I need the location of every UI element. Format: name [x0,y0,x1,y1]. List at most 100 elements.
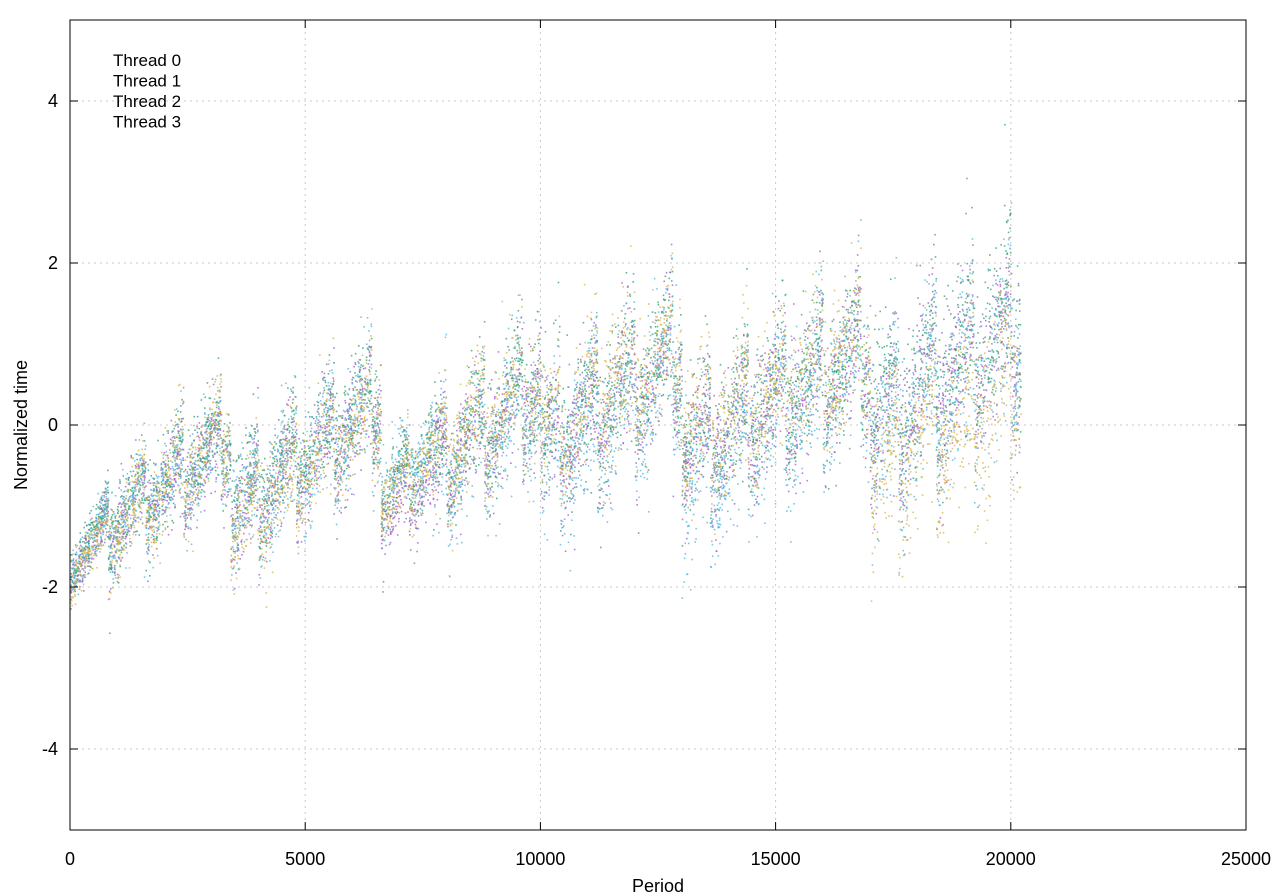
data-point [532,377,535,380]
data-point [378,393,381,395]
data-point [672,419,675,421]
data-point [401,467,404,469]
data-point [975,403,977,406]
data-point [245,427,247,429]
data-point [253,441,255,444]
data-point [715,491,718,494]
data-point [594,379,596,382]
data-point [198,427,200,430]
data-point [103,508,106,510]
data-point [993,323,995,325]
data-points [70,123,1022,634]
data-point [765,367,767,369]
data-point [174,480,177,482]
data-point [441,438,443,440]
data-point [581,388,584,391]
data-point [315,432,317,434]
data-point [301,491,304,493]
data-point [945,363,948,365]
data-point [921,348,923,351]
data-point [1011,376,1014,378]
data-point [327,433,329,436]
data-point [533,401,536,403]
data-point [336,495,338,497]
data-point [259,520,262,523]
data-point [215,447,218,450]
data-point [567,514,569,516]
data-point [393,484,395,486]
data-point [294,465,296,467]
data-point [436,523,438,525]
data-point [474,468,477,471]
data-point [849,331,852,333]
data-point [593,380,595,382]
data-point [912,373,915,376]
data-point [304,504,307,507]
data-point [107,482,109,485]
data-point [551,455,553,458]
data-point [382,509,384,511]
data-point [902,496,905,498]
data-point [654,366,657,368]
data-point [628,391,631,393]
data-point [1005,220,1008,223]
data-point [460,403,462,406]
data-point [110,522,113,524]
data-point [689,472,692,474]
data-point [641,395,644,398]
data-point [944,383,947,385]
data-point [846,372,848,374]
data-point [755,480,757,482]
data-point [645,383,647,385]
data-point [297,540,299,543]
data-point [205,446,208,449]
data-point [578,392,580,395]
data-point [880,379,882,382]
data-point [164,509,167,511]
data-point [666,333,668,336]
data-point [368,379,371,382]
data-point [810,352,812,355]
data-point [472,432,474,434]
data-point [924,355,927,358]
data-point [107,503,109,505]
data-point [641,411,643,413]
data-point [863,335,865,338]
data-point [316,479,318,481]
data-point [108,569,110,571]
data-point [370,363,373,366]
data-point [939,407,942,409]
data-point [186,517,189,519]
data-point [580,393,583,396]
data-point [1003,370,1005,373]
data-point [601,380,604,383]
data-point [943,421,945,423]
data-point [382,591,384,593]
data-point [351,493,353,495]
data-point [79,586,81,588]
data-point [731,464,733,466]
data-point [422,486,425,488]
data-point [695,440,698,443]
data-point [358,379,361,382]
data-point [164,520,166,523]
data-point [938,489,941,492]
data-point [959,402,962,404]
data-point [706,369,709,371]
data-point [525,389,527,392]
data-point [163,463,166,465]
data-point [486,465,488,468]
data-point [181,398,183,401]
data-point [557,415,559,417]
data-point [257,387,259,389]
data-point [553,426,555,429]
data-point [1012,358,1014,361]
data-point [689,494,691,497]
data-point [875,479,878,482]
data-point [978,373,980,376]
data-point [446,494,449,496]
data-point [948,393,951,395]
data-point [98,507,100,509]
data-point [853,363,855,365]
data-point [344,410,346,413]
